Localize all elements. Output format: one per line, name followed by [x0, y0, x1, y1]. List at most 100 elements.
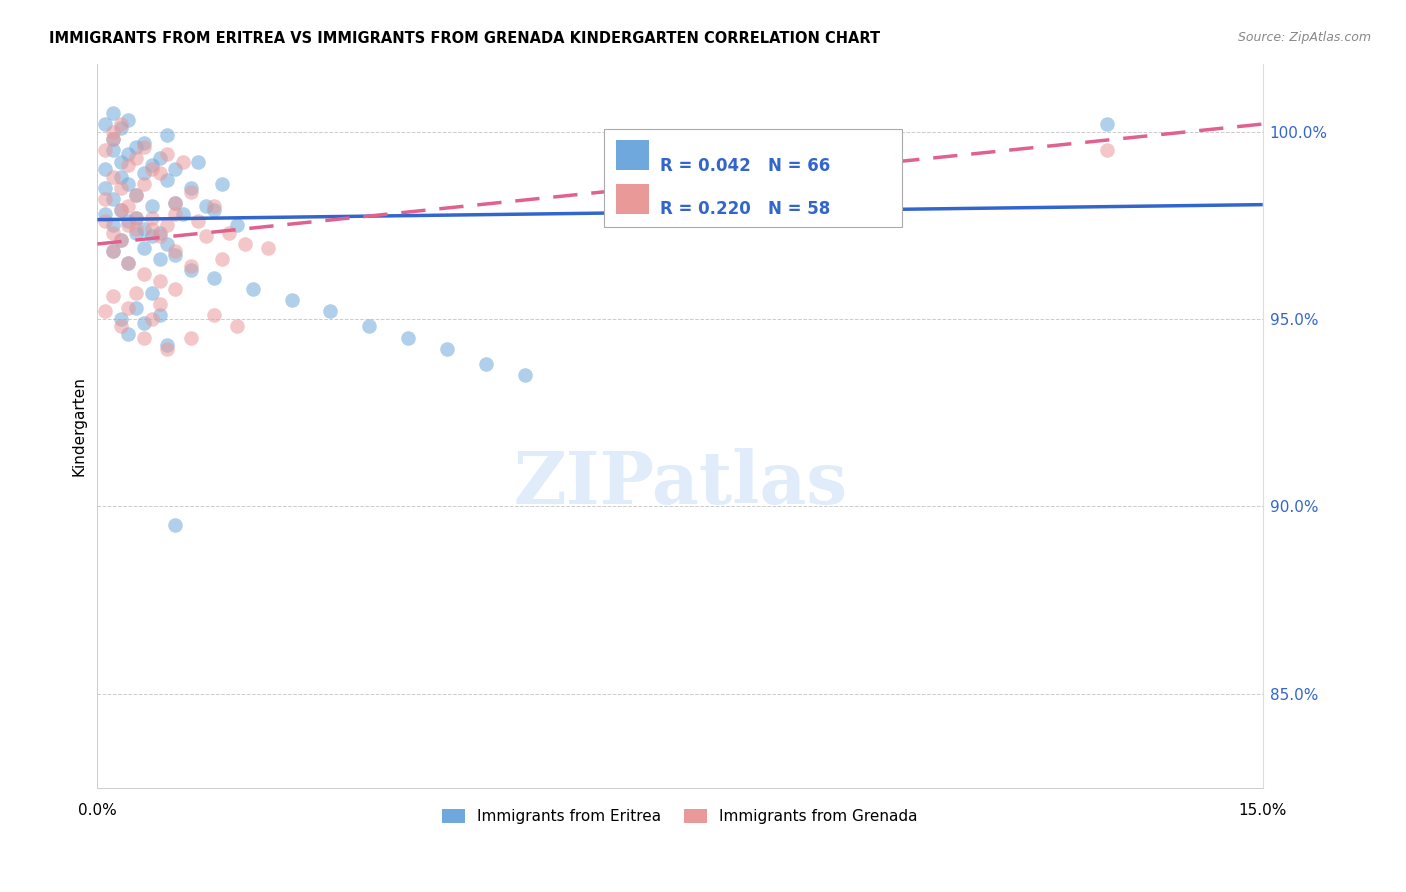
Point: [257, 241, 280, 255]
Point: [180, 263, 202, 277]
Point: [148, 308, 170, 322]
Point: [141, 211, 163, 225]
Point: [132, 331, 155, 345]
Point: [117, 256, 139, 270]
Point: [172, 207, 194, 221]
Point: [132, 136, 155, 150]
Point: [125, 151, 148, 165]
Point: [148, 229, 170, 244]
Point: [117, 219, 139, 233]
Point: [202, 203, 225, 218]
Point: [1097, 117, 1119, 131]
Text: R = 0.220   N = 58: R = 0.220 N = 58: [661, 201, 831, 219]
Point: [101, 244, 124, 259]
Point: [172, 154, 194, 169]
Point: [180, 260, 202, 274]
Point: [125, 188, 148, 202]
Point: [101, 132, 124, 146]
Point: [319, 304, 342, 318]
Point: [117, 326, 139, 341]
Point: [125, 226, 148, 240]
Point: [132, 177, 155, 191]
Point: [110, 233, 132, 247]
Point: [117, 301, 139, 315]
Point: [163, 282, 186, 296]
Point: [475, 357, 498, 371]
Point: [94, 304, 117, 318]
Point: [101, 143, 124, 157]
Point: [141, 161, 163, 176]
Point: [202, 308, 225, 322]
Point: [94, 214, 117, 228]
Point: [110, 312, 132, 326]
Point: [101, 219, 124, 233]
Point: [211, 177, 233, 191]
Point: [187, 154, 209, 169]
Point: [163, 161, 186, 176]
Point: [148, 297, 170, 311]
Point: [101, 244, 124, 259]
Point: [156, 338, 179, 352]
Point: [117, 214, 139, 228]
Point: [94, 207, 117, 221]
Point: [156, 342, 179, 356]
Point: [226, 219, 249, 233]
Point: [132, 166, 155, 180]
Point: [117, 113, 139, 128]
Point: [148, 151, 170, 165]
Point: [226, 319, 249, 334]
Point: [101, 226, 124, 240]
Point: [141, 200, 163, 214]
Point: [163, 195, 186, 210]
Point: [156, 128, 179, 143]
Point: [180, 185, 202, 199]
Bar: [616, 184, 648, 214]
Point: [513, 368, 536, 383]
Point: [101, 132, 124, 146]
Point: [110, 180, 132, 194]
Point: [101, 289, 124, 303]
Point: [202, 200, 225, 214]
Point: [148, 166, 170, 180]
FancyBboxPatch shape: [605, 129, 901, 227]
Point: [117, 177, 139, 191]
Point: [156, 173, 179, 187]
Point: [141, 229, 163, 244]
Point: [110, 169, 132, 184]
Point: [180, 180, 202, 194]
Point: [156, 237, 179, 252]
Point: [125, 222, 148, 236]
Point: [101, 124, 124, 138]
Point: [233, 237, 256, 252]
Text: ZIPatlas: ZIPatlas: [513, 448, 848, 519]
Point: [218, 226, 240, 240]
Point: [125, 188, 148, 202]
Legend: Immigrants from Eritrea, Immigrants from Grenada: Immigrants from Eritrea, Immigrants from…: [436, 803, 924, 830]
Point: [110, 319, 132, 334]
Point: [211, 252, 233, 266]
Point: [195, 229, 218, 244]
Point: [148, 226, 170, 240]
Text: R = 0.042   N = 66: R = 0.042 N = 66: [661, 157, 831, 176]
Point: [101, 105, 124, 120]
Point: [94, 143, 117, 157]
Point: [132, 267, 155, 281]
Point: [132, 316, 155, 330]
Point: [117, 200, 139, 214]
Point: [101, 169, 124, 184]
Point: [141, 312, 163, 326]
Point: [180, 331, 202, 345]
Point: [125, 211, 148, 225]
Text: Source: ZipAtlas.com: Source: ZipAtlas.com: [1237, 31, 1371, 45]
Point: [125, 211, 148, 225]
Point: [202, 270, 225, 285]
Point: [156, 147, 179, 161]
Point: [94, 192, 117, 206]
Point: [117, 256, 139, 270]
Point: [1097, 143, 1119, 157]
Point: [141, 222, 163, 236]
Point: [396, 331, 419, 345]
Point: [148, 252, 170, 266]
Point: [110, 154, 132, 169]
Point: [359, 319, 381, 334]
